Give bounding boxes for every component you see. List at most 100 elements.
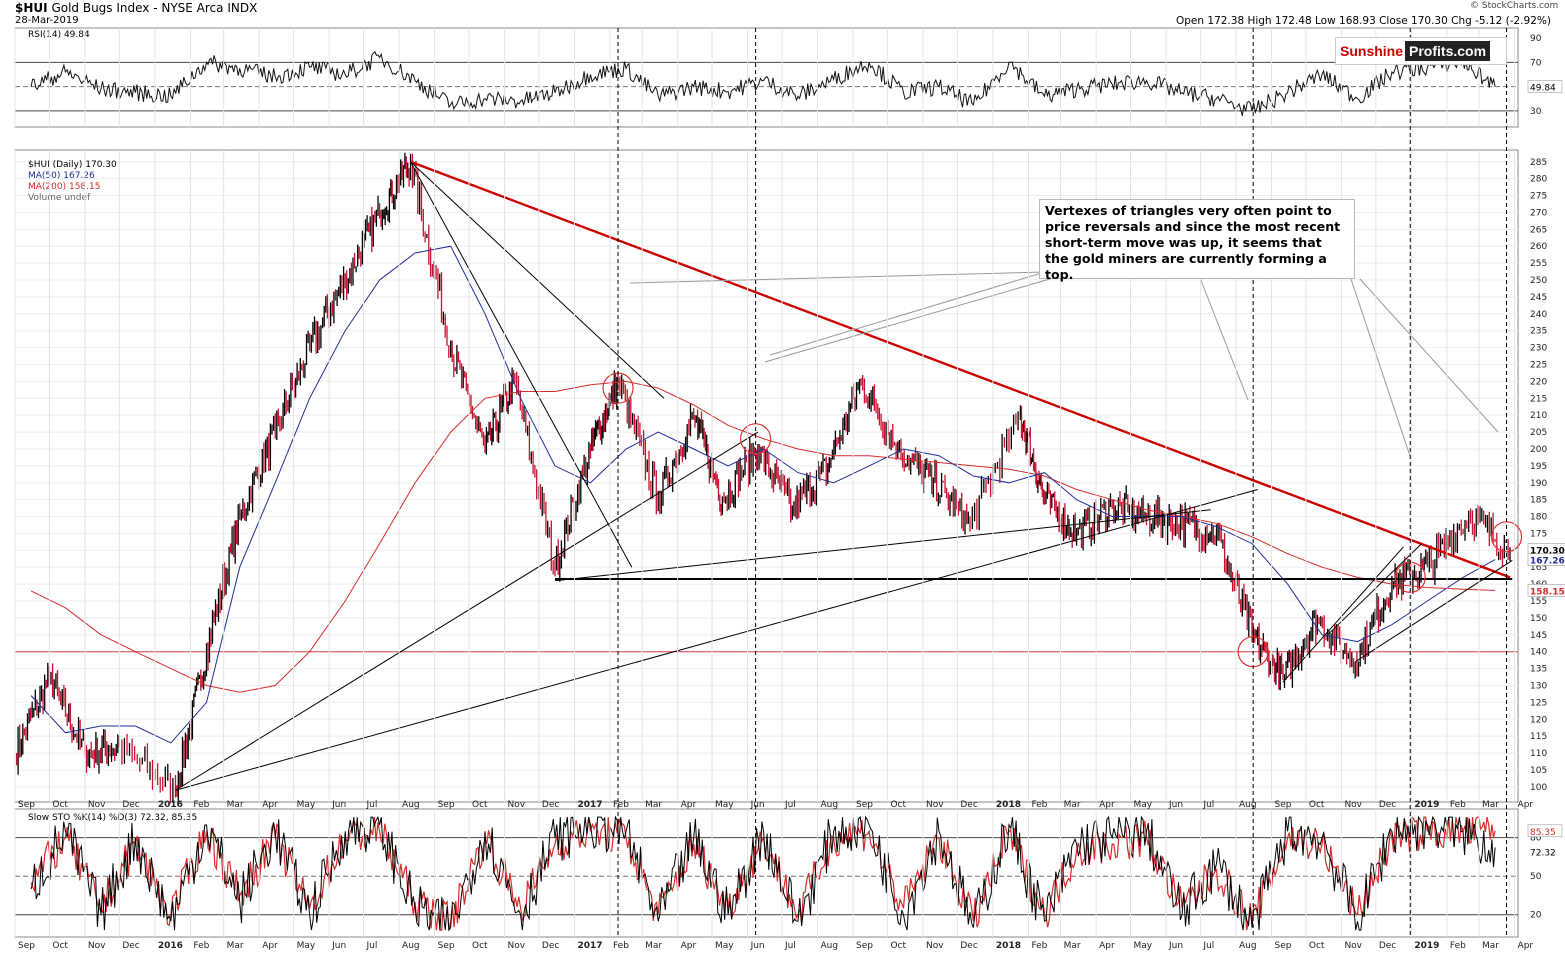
ma200-tag-bg (1527, 584, 1565, 597)
x-tick-label-bottom: Oct (52, 941, 68, 951)
y-tick-label: 155 (1530, 597, 1547, 607)
y-tick-label: 260 (1530, 242, 1547, 252)
x-tick-label: Nov (1344, 800, 1362, 810)
logo-part1: Sunshine (1340, 43, 1404, 59)
ma200-line (30, 380, 1496, 693)
y-tick-label: 120 (1530, 715, 1547, 725)
x-tick-label-bottom: Nov (926, 941, 944, 951)
ma50-line (30, 245, 1496, 744)
price-tag: 170.30 (1530, 546, 1565, 556)
rsi-tick-label: 90 (1530, 34, 1542, 44)
y-tick-label: 150 (1530, 614, 1547, 624)
x-tick-label: Oct (890, 800, 906, 810)
y-tick-label: 200 (1530, 445, 1547, 455)
x-tick-label-bottom: Jul (366, 941, 378, 951)
x-tick-label-bottom: Jun (750, 941, 765, 951)
x-tick-label-bottom: 2017 (577, 941, 602, 951)
y-tick-label: 275 (1530, 192, 1547, 202)
y-tick-label: 180 (1530, 513, 1547, 523)
x-tick-label: Apr (1518, 800, 1534, 810)
rsi-label: RSI(14) 49.84 (28, 30, 90, 40)
x-tick-label: Jun (331, 800, 346, 810)
x-tick-label-bottom: Nov (88, 941, 106, 951)
y-tick-label: 135 (1530, 665, 1547, 675)
trend-line-b (410, 161, 665, 399)
y-tick-label: 285 (1530, 158, 1547, 168)
y-tick-label: 190 (1530, 479, 1547, 489)
x-tick-label-bottom: Aug (402, 941, 420, 951)
x-tick-label: Jun (1168, 800, 1183, 810)
trend-line-e (554, 509, 1211, 582)
annotation-pointer (629, 271, 1046, 284)
x-tick-label-bottom: Oct (890, 941, 906, 951)
x-tick-label: 2018 (996, 800, 1021, 810)
y-tick-label: 225 (1530, 360, 1547, 370)
x-tick-label-bottom: Mar (1482, 941, 1499, 951)
trend-line-d (175, 489, 1258, 791)
logo-part2: Profits.com (1405, 41, 1491, 61)
price-legend-item: MA(200) 158.15 (28, 182, 100, 192)
y-tick-label: 195 (1530, 462, 1547, 472)
x-tick-label: Nov (926, 800, 944, 810)
x-tick-label-bottom: Sep (856, 941, 873, 951)
x-tick-label-bottom: Jun (1168, 941, 1183, 951)
y-tick-label: 105 (1530, 766, 1547, 776)
x-tick-label-bottom: Mar (645, 941, 662, 951)
rsi-value-tag: 49.84 (1530, 84, 1556, 94)
x-tick-label: Sep (856, 800, 873, 810)
x-tick-label-bottom: Sep (18, 941, 35, 951)
stoch-tick-label: 50 (1530, 872, 1542, 882)
x-tick-label-bottom: 2019 (1414, 941, 1439, 951)
x-tick-label: Feb (1450, 800, 1466, 810)
x-tick-label: Jun (750, 800, 765, 810)
price-panel: 1001051101151201251301351401451501551601… (14, 149, 1565, 806)
price-legend-item: MA(50) 167.26 (28, 171, 95, 181)
y-tick-label: 130 (1530, 681, 1547, 691)
stoch-tag-bg (1527, 824, 1563, 838)
x-tick-label: Dec (1379, 800, 1396, 810)
y-tick-label: 280 (1530, 175, 1547, 185)
x-tick-label: Sep (18, 800, 35, 810)
x-tick-label: Feb (1031, 800, 1047, 810)
x-tick-label: Mar (227, 800, 244, 810)
x-tick-label: Apr (262, 800, 278, 810)
x-tick-label-bottom: 2018 (996, 941, 1021, 951)
x-tick-label: Aug (1239, 800, 1257, 810)
rsi-tag-bg (1527, 80, 1563, 93)
stoch-k-tag: 72.32 (1530, 849, 1556, 859)
x-tick-label: 2019 (1414, 800, 1439, 810)
x-tick-label: Aug (821, 800, 839, 810)
y-tick-label: 220 (1530, 377, 1547, 387)
x-tick-label-bottom: Sep (1275, 941, 1292, 951)
x-tick-label-bottom: Mar (227, 941, 244, 951)
x-tick-label-bottom: Sep (438, 941, 455, 951)
x-tick-label: Sep (438, 800, 455, 810)
chart-date: 28-Mar-2019 (15, 15, 79, 26)
ohlc-readout: Open 172.38 High 172.48 Low 168.93 Close… (1176, 15, 1551, 27)
y-tick-label: 175 (1530, 529, 1547, 539)
main-red-resistance-line (410, 160, 1511, 579)
annotation-pointer (769, 271, 1046, 356)
copyright: © StockCharts.com (1470, 1, 1559, 11)
x-tick-label-bottom: Jun (331, 941, 346, 951)
annotation-pointer (1349, 275, 1411, 457)
stoch-d-tag: 85.35 (1530, 828, 1556, 838)
x-tick-label: Sep (1275, 800, 1292, 810)
rsi-line (30, 50, 1496, 116)
axes: Sep Sep Oct Oct Nov Nov Dec Dec 2016 2016 Feb Feb Ma… (14, 28, 1534, 951)
x-tick-label-bottom: Oct (1309, 941, 1325, 951)
x-tick-label-bottom: Nov (508, 941, 526, 951)
x-tick-label-bottom: Nov (1344, 941, 1362, 951)
index-name: Gold Bugs Index - NYSE Arca INDX (51, 1, 258, 15)
x-tick-label-bottom: Dec (1379, 941, 1396, 951)
stochastic-panel: 80 50 20 Slow STO %K(14) %D(3) 72.32, 85.35… (14, 808, 1563, 938)
x-tick-label: May (715, 800, 734, 810)
x-tick-label: 2017 (577, 800, 602, 810)
x-tick-label-bottom: Feb (1450, 941, 1466, 951)
y-tick-label: 210 (1530, 411, 1547, 421)
price-legend-item: $HUI (Daily) 170.30 (28, 160, 117, 170)
x-tick-label: Oct (472, 800, 488, 810)
y-tick-label: 205 (1530, 428, 1547, 438)
stoch-d-line (30, 816, 1496, 931)
